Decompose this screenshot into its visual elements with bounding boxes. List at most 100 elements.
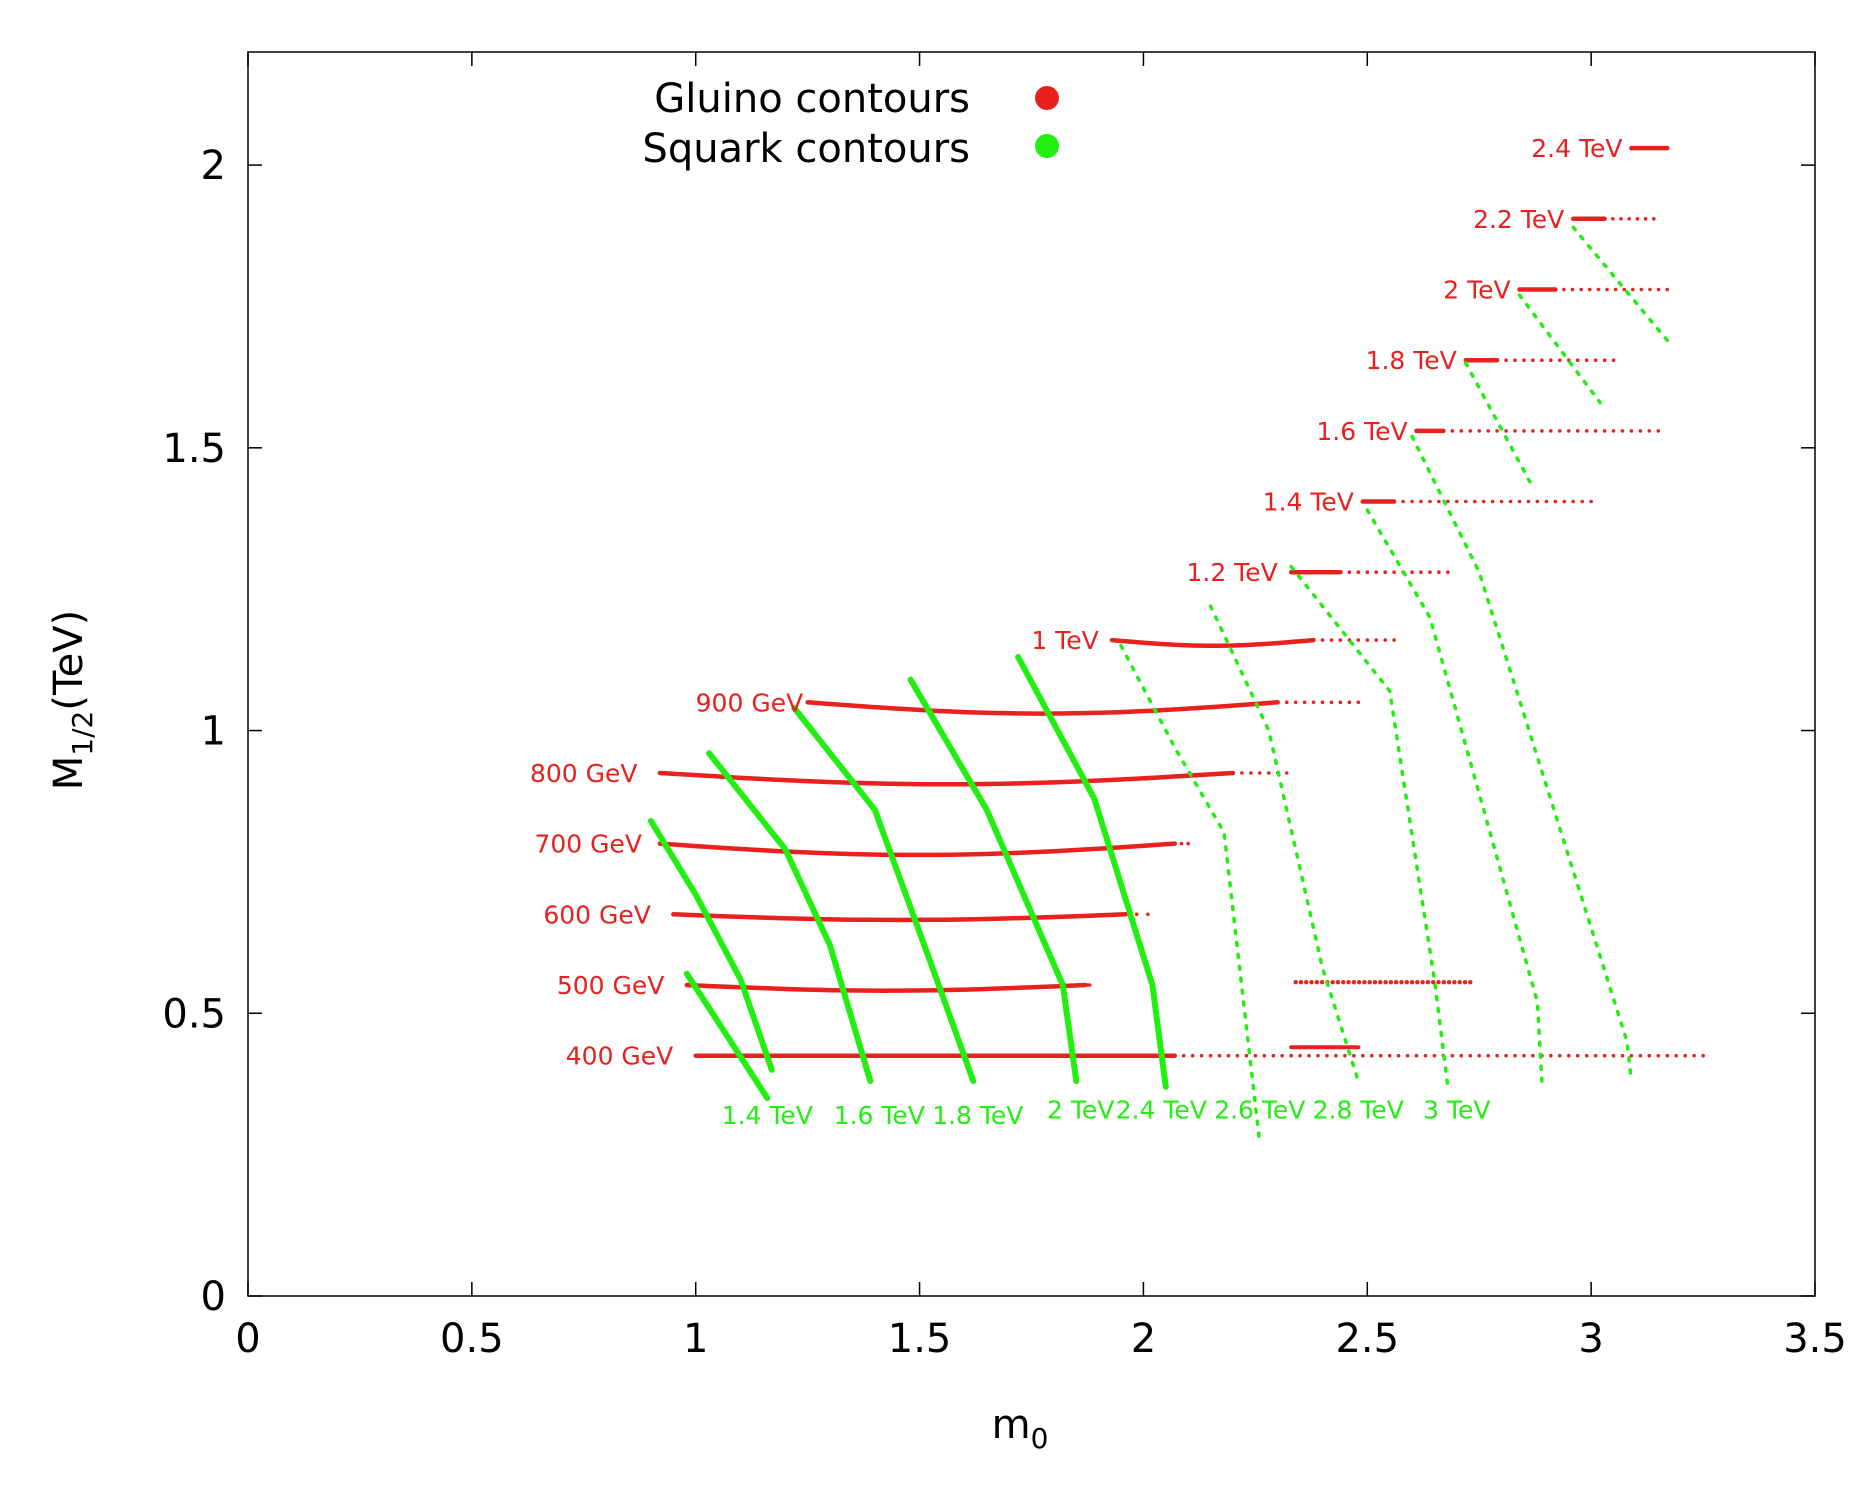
gluino-contour-point	[1356, 700, 1361, 705]
gluino-contour-label: 500 GeV	[557, 971, 665, 1000]
gluino-contour-point	[1309, 980, 1314, 985]
gluino-contour-point	[1330, 980, 1335, 985]
gluino-contour-point	[1629, 429, 1634, 433]
squark-contour-label: 2 TeV	[1047, 1095, 1114, 1124]
squark-contour	[1208, 604, 1361, 1083]
gluino-contour-label: 2.2 TeV	[1473, 205, 1564, 234]
gluino-contour-point	[1464, 499, 1468, 504]
gluino-contour-point	[1468, 1053, 1473, 1058]
gluino-contour-point	[1611, 1053, 1616, 1058]
gluino-contour-point	[1580, 499, 1584, 504]
squark-contour-label: 2.6 TeV	[1214, 1095, 1305, 1124]
gluino-contour-point	[1387, 1053, 1392, 1058]
gluino-contour-point	[1320, 700, 1325, 705]
gluino-contour-point	[1513, 1053, 1517, 1058]
gluino-contour-point	[1146, 912, 1150, 917]
gluino-contour-point	[1378, 1053, 1383, 1058]
gluino-contour-point	[1638, 1053, 1643, 1058]
squark-contour-dots	[1289, 564, 1450, 1089]
legend-label-gluino: Gluino contours	[654, 76, 970, 122]
squark-contour-label: 1.8 TeV	[932, 1101, 1023, 1130]
gluino-contour-label: 400 GeV	[566, 1042, 674, 1071]
gluino-contour-point	[1365, 638, 1370, 642]
squark-contour-line	[1015, 654, 1169, 1090]
gluino-contour-point	[1531, 429, 1535, 433]
gluino-contour-point	[1452, 980, 1457, 985]
gluino-contour-point	[1495, 429, 1499, 433]
gluino-contour-point	[1499, 499, 1504, 504]
gluino-contour-point	[1584, 358, 1589, 363]
gluino-contour-point	[1549, 358, 1553, 363]
gluino-contour-point	[1619, 217, 1623, 221]
gluino-contour-point	[1181, 1053, 1186, 1058]
legend-marker-squark	[1035, 134, 1059, 158]
gluino-contour-point	[1522, 358, 1526, 363]
y-tick-label: 0.5	[162, 991, 226, 1037]
gluino-contour-point	[1378, 980, 1383, 985]
gluino-contour	[1463, 357, 1616, 363]
gluino-contour-point	[1351, 980, 1357, 985]
gluino-contour-label: 1.6 TeV	[1316, 417, 1407, 446]
gluino-contour-point	[1602, 358, 1607, 363]
gluino-contour-point	[1347, 570, 1352, 574]
gluino-contour-point	[1455, 499, 1459, 504]
gluino-contour-point	[1383, 638, 1387, 642]
gluino-contour-point	[1567, 1053, 1571, 1058]
legend: Gluino contours Squark contours	[642, 76, 1059, 172]
gluino-contour-point	[1602, 1053, 1607, 1058]
gluino-contour-point	[1258, 771, 1262, 775]
squark-contour-dots	[1571, 225, 1670, 343]
squark-contour-line	[683, 970, 771, 1102]
gluino-contour-point	[1611, 358, 1616, 363]
squark-contour-label: 1.6 TeV	[834, 1101, 925, 1130]
gluino-contour-point	[1481, 499, 1486, 504]
gluino-contour-point	[1490, 499, 1495, 504]
y-axis-title: M1/2(TeV)	[46, 610, 99, 790]
gluino-contour-point	[1522, 1053, 1526, 1058]
gluino-contour-point	[1593, 1053, 1598, 1058]
squark-contour	[1365, 508, 1544, 1083]
x-tick-label: 2	[1131, 1316, 1156, 1362]
gluino-contour-point	[1575, 1053, 1580, 1058]
gluino-contour-point	[1419, 499, 1423, 504]
x-tick-label: 2.5	[1335, 1316, 1399, 1362]
gluino-contour-point	[1459, 1053, 1464, 1058]
gluino-contour-point	[1428, 570, 1432, 574]
gluino-contour-point	[1372, 980, 1378, 985]
gluino-contour-point	[1319, 980, 1325, 985]
squark-contour-label: 3 TeV	[1423, 1095, 1490, 1124]
gluino-contour-point	[1087, 983, 1092, 987]
gluino-contour-point	[1558, 358, 1562, 363]
gluino-contour-point	[1420, 980, 1425, 985]
y-tick-label: 0	[201, 1274, 226, 1320]
gluino-contour-point	[1249, 771, 1253, 775]
y-axis-title-main: M	[46, 756, 92, 791]
gluino-contour-point	[1437, 570, 1441, 574]
x-tick-label: 3.5	[1783, 1316, 1847, 1362]
gluino-contour-point	[1347, 700, 1352, 705]
gluino-contour-point	[1647, 429, 1652, 433]
axis-ticks: 0 0.5 1 1.5 2 2.5 3 3.5 0 0.5 1 1.5 2	[162, 52, 1847, 1362]
gluino-contour-point	[1329, 700, 1334, 705]
gluino-contour-point	[1549, 429, 1553, 433]
gluino-contour-point	[1504, 429, 1508, 433]
gluino-contour-line	[805, 700, 1280, 716]
squark-contour	[907, 676, 1080, 1085]
gluino-contour-point	[1271, 1053, 1276, 1058]
gluino-contour-point	[1367, 980, 1372, 985]
gluino-contour-point	[1508, 499, 1513, 504]
gluino-contour-point	[1522, 429, 1526, 433]
gluino-contour	[657, 841, 1190, 858]
gluino-contour-point	[1320, 638, 1325, 642]
gluino-contour-point	[1410, 570, 1414, 574]
squark-contour-dots	[1464, 361, 1535, 490]
gluino-contour	[1570, 216, 1656, 222]
squark-contour	[1289, 564, 1450, 1089]
gluino-contour	[1360, 499, 1593, 504]
gluino-contour-point	[1437, 499, 1441, 504]
y-tick-label: 2	[201, 143, 226, 189]
gluino-contour-point	[1365, 570, 1370, 574]
gluino-contour-point	[1692, 1053, 1696, 1058]
squark-contour-line	[647, 818, 775, 1073]
gluino-contour-point	[1567, 429, 1571, 433]
